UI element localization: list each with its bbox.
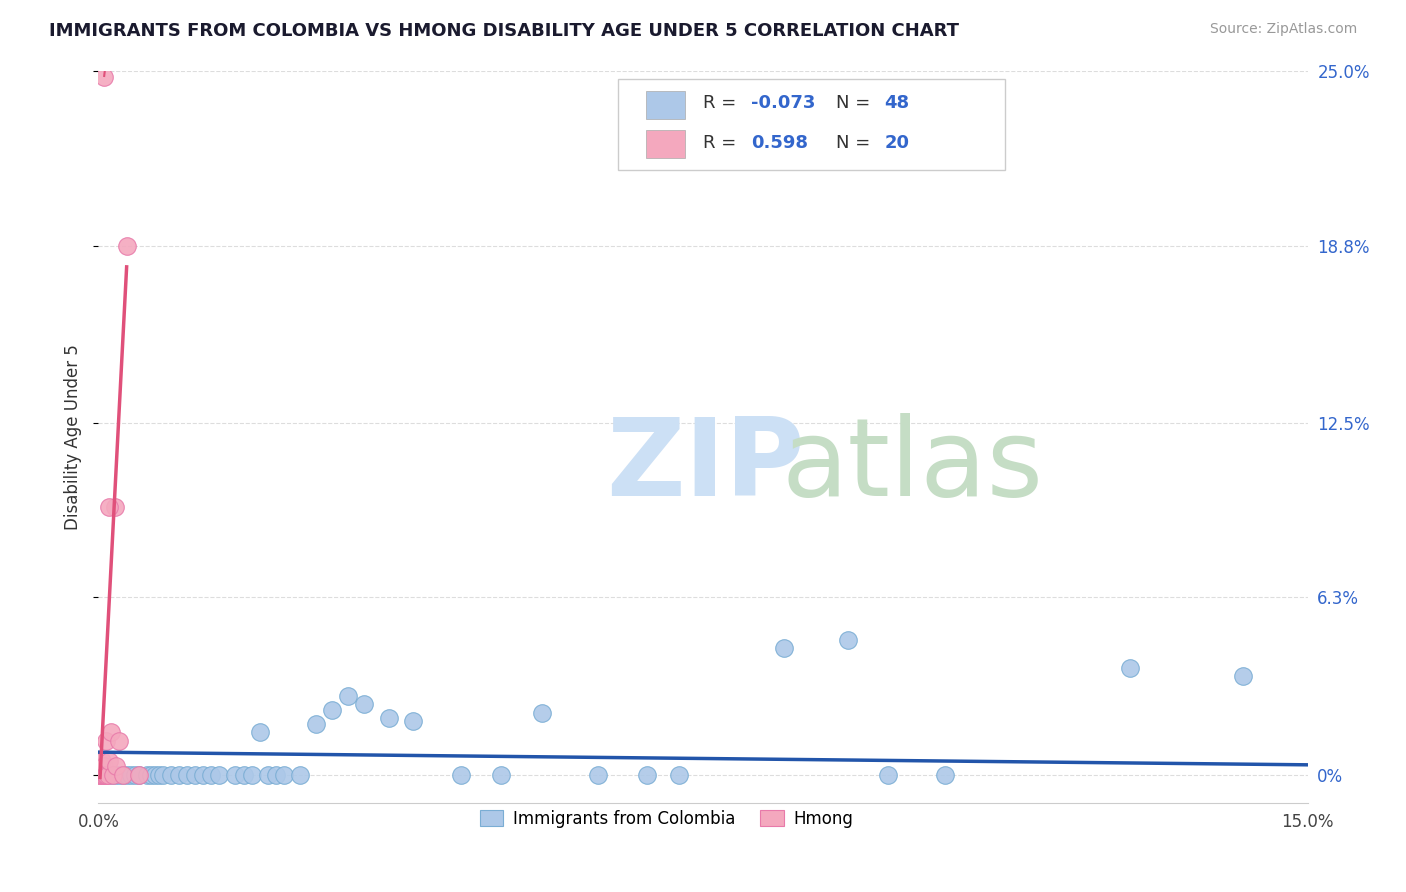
Point xyxy=(105,759,128,773)
Point xyxy=(402,714,425,729)
Point xyxy=(256,767,278,781)
Point xyxy=(89,767,111,781)
Point xyxy=(184,767,207,781)
Point xyxy=(208,767,231,781)
Point xyxy=(97,767,120,781)
Text: R =: R = xyxy=(703,95,742,112)
Point xyxy=(148,767,170,781)
Point xyxy=(152,767,174,781)
Point xyxy=(167,767,190,781)
Point xyxy=(103,767,125,781)
Point xyxy=(353,698,375,712)
Text: IMMIGRANTS FROM COLOMBIA VS HMONG DISABILITY AGE UNDER 5 CORRELATION CHART: IMMIGRANTS FROM COLOMBIA VS HMONG DISABI… xyxy=(49,22,959,40)
Text: N =: N = xyxy=(837,95,876,112)
Point xyxy=(111,767,134,781)
Point xyxy=(249,725,271,739)
Point xyxy=(1232,669,1254,683)
Point xyxy=(100,725,122,739)
Point xyxy=(107,734,129,748)
Point xyxy=(934,767,956,781)
Point xyxy=(111,767,134,781)
Point xyxy=(93,759,115,773)
Text: 0.598: 0.598 xyxy=(751,134,808,152)
Point xyxy=(94,767,117,781)
Point xyxy=(450,767,472,781)
Text: -0.073: -0.073 xyxy=(751,95,815,112)
Point xyxy=(124,767,146,781)
Point xyxy=(240,767,263,781)
Text: ZIP: ZIP xyxy=(606,413,804,519)
Point xyxy=(288,767,311,781)
Point xyxy=(101,767,124,781)
Point xyxy=(1119,661,1142,675)
Point xyxy=(139,767,162,781)
Point xyxy=(90,759,112,773)
Point xyxy=(337,689,360,703)
Point xyxy=(273,767,295,781)
Point xyxy=(232,767,254,781)
Text: atlas: atlas xyxy=(782,413,1043,519)
Text: 20: 20 xyxy=(884,134,910,152)
Point xyxy=(877,767,900,781)
Point xyxy=(143,767,166,781)
Point xyxy=(264,767,287,781)
Point xyxy=(94,767,117,781)
Point xyxy=(97,754,120,768)
Point xyxy=(120,767,142,781)
Point xyxy=(97,500,120,515)
Point xyxy=(91,754,114,768)
FancyBboxPatch shape xyxy=(647,91,685,119)
Point xyxy=(91,767,114,781)
Point xyxy=(91,767,114,781)
Point xyxy=(586,767,609,781)
FancyBboxPatch shape xyxy=(619,78,1005,170)
Point xyxy=(668,767,690,781)
Point xyxy=(377,711,399,725)
Point xyxy=(636,767,658,781)
Text: 48: 48 xyxy=(884,95,910,112)
Point xyxy=(135,767,157,781)
FancyBboxPatch shape xyxy=(647,130,685,158)
Y-axis label: Disability Age Under 5: Disability Age Under 5 xyxy=(65,344,83,530)
Legend: Immigrants from Colombia, Hmong: Immigrants from Colombia, Hmong xyxy=(472,804,860,835)
Point xyxy=(90,767,112,781)
Point xyxy=(96,767,118,781)
Point xyxy=(160,767,183,781)
Point xyxy=(87,767,110,781)
Point xyxy=(200,767,222,781)
Point xyxy=(96,734,118,748)
Text: Source: ZipAtlas.com: Source: ZipAtlas.com xyxy=(1209,22,1357,37)
Point xyxy=(224,767,246,781)
Point xyxy=(837,632,859,647)
Point xyxy=(100,767,122,781)
Point xyxy=(128,767,150,781)
Point xyxy=(176,767,198,781)
Point xyxy=(772,641,794,656)
Point xyxy=(321,703,343,717)
Text: R =: R = xyxy=(703,134,742,152)
Point xyxy=(107,767,129,781)
Point xyxy=(93,70,115,84)
Point xyxy=(491,767,513,781)
Point xyxy=(103,500,125,515)
Point xyxy=(193,767,215,781)
Point xyxy=(128,767,150,781)
Point xyxy=(530,706,553,720)
Point xyxy=(115,767,138,781)
Point xyxy=(305,717,328,731)
Point xyxy=(115,239,138,253)
Text: N =: N = xyxy=(837,134,876,152)
